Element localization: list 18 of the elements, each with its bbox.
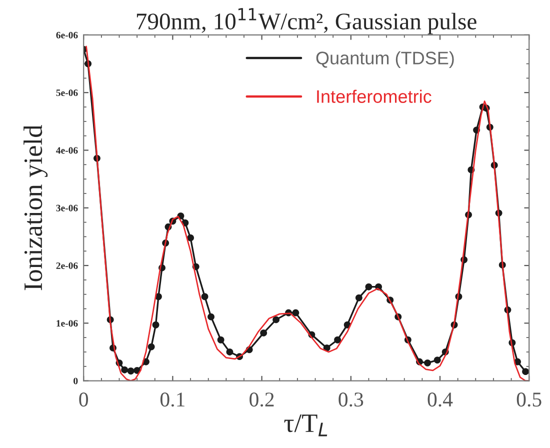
- y-tick-label: 0: [74, 378, 78, 384]
- y-tick-label: 2e-06: [56, 262, 78, 269]
- x-tick-label: 0.1: [160, 392, 184, 407]
- x-tick-label: 0.4: [428, 392, 453, 407]
- x-tick-label: 0.2: [250, 392, 274, 407]
- legend-label: Interferometric: [317, 90, 432, 103]
- y-tick-label: 3e-06: [56, 204, 78, 212]
- x-axis-title: τ/T$_{L}$: [284, 414, 328, 436]
- y-tick-label: 4e-06: [56, 147, 78, 154]
- chart-title: 790nm, 10$^{11}$W/cm², Gaussian pulse: [136, 8, 476, 34]
- y-tick-label: 5e-06: [56, 89, 78, 96]
- y-tick-label: 6e-06: [56, 32, 78, 38]
- y-axis-title: Ionization yield: [24, 125, 48, 290]
- legend-label: Quantum (TDSE): [316, 51, 454, 68]
- x-tick-label: 0: [79, 392, 88, 407]
- y-tick-label: 1e-06: [56, 320, 78, 327]
- x-tick-label: 0.3: [338, 392, 364, 407]
- x-tick-label: 0.5: [516, 392, 542, 407]
